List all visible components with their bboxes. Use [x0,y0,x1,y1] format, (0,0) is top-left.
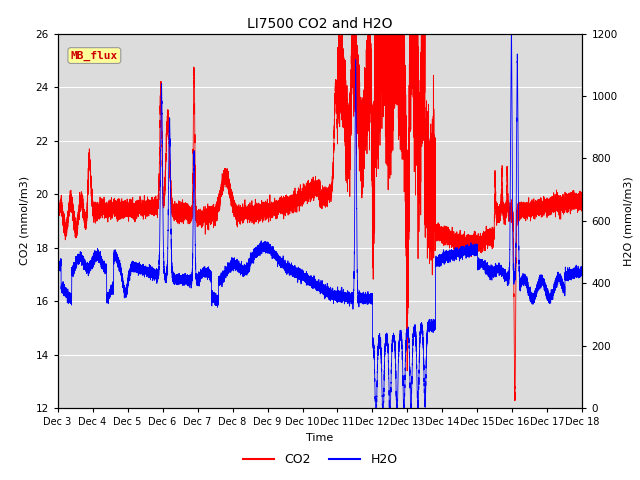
X-axis label: Time: Time [307,432,333,443]
Text: MB_flux: MB_flux [70,50,118,60]
Y-axis label: H2O (mmol/m3): H2O (mmol/m3) [623,176,633,265]
Y-axis label: CO2 (mmol/m3): CO2 (mmol/m3) [20,176,30,265]
Legend: CO2, H2O: CO2, H2O [237,448,403,471]
Title: LI7500 CO2 and H2O: LI7500 CO2 and H2O [247,17,393,31]
